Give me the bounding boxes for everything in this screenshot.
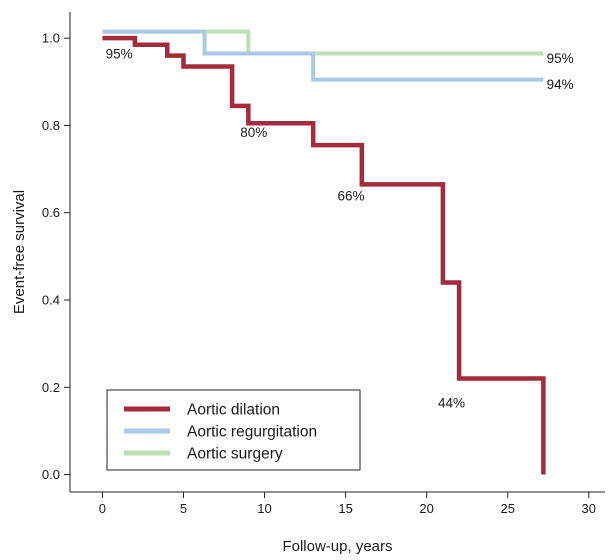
y-tick-label: 0.2 (42, 380, 60, 395)
y-tick-label: 0.8 (42, 118, 60, 133)
x-tick-label: 5 (180, 501, 187, 516)
series-line-aortic-regurgitation (102, 29, 544, 82)
x-tick-label: 25 (500, 501, 514, 516)
survival-percent-label: 80% (240, 125, 267, 140)
series-line-aortic-dilation (102, 35, 546, 475)
legend-box (106, 389, 361, 471)
survival-percent-label: 95% (106, 46, 133, 61)
y-tick-label: 0.0 (42, 467, 60, 482)
x-tick-label: 10 (257, 501, 271, 516)
survival-percent-label: 94% (547, 77, 574, 92)
legend-label: Aortic dilation (187, 402, 280, 419)
y-tick-label: 0.4 (42, 293, 60, 308)
survival-percent-label: 66% (338, 188, 365, 203)
survival-percent-label: 44% (438, 396, 465, 411)
x-tick-label: 0 (99, 501, 106, 516)
x-tick-label: 15 (338, 501, 352, 516)
x-tick-label: 30 (582, 501, 596, 516)
y-tick-label: 0.6 (42, 205, 60, 220)
legend-label: Aortic surgery (187, 446, 283, 463)
x-tick-label: 20 (419, 501, 433, 516)
y-axis-title: Event-free survival (11, 190, 28, 314)
legend-label: Aortic regurgitation (187, 424, 317, 441)
x-axis-title: Follow-up, years (282, 538, 392, 555)
survival-percent-label: 95% (547, 51, 574, 66)
y-tick-label: 1.0 (42, 31, 60, 46)
